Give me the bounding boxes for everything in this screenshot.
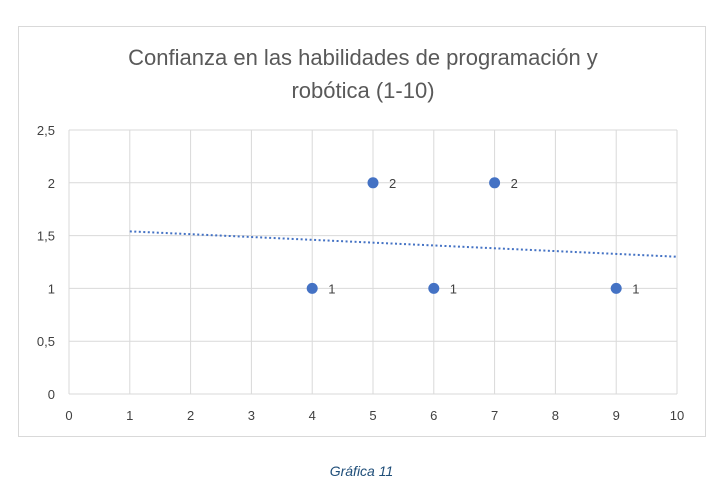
- axis-tick-labels: 0 1 2 3 4 5 6 7 8 9 10 0 0,5 1 1,5 2 2,5: [37, 123, 684, 423]
- scatter-chart: Confianza en las habilidades de programa…: [37, 45, 684, 423]
- y-tick-label: 1,5: [37, 229, 55, 244]
- data-label: 1: [632, 281, 639, 296]
- data-point: [428, 282, 440, 294]
- gridlines: [68, 129, 678, 395]
- y-tick-label: 0: [48, 387, 55, 402]
- data-point: [610, 282, 622, 294]
- x-tick-label: 3: [248, 408, 255, 423]
- data-label: 2: [511, 176, 518, 191]
- data-point: [489, 177, 501, 189]
- y-tick-label: 2: [48, 176, 55, 191]
- y-tick-label: 2,5: [37, 123, 55, 138]
- data-point: [306, 282, 318, 294]
- data-points: 1 2 1 2 1: [306, 176, 639, 296]
- x-tick-label: 6: [430, 408, 437, 423]
- chart-area: Confianza en las habilidades de programa…: [18, 26, 706, 437]
- x-tick-label: 7: [491, 408, 498, 423]
- x-tick-label: 2: [187, 408, 194, 423]
- data-point: [367, 177, 379, 189]
- x-tick-label: 5: [369, 408, 376, 423]
- x-tick-label: 10: [670, 408, 684, 423]
- chart-title-line-1: Confianza en las habilidades de programa…: [128, 45, 598, 70]
- x-tick-label: 1: [126, 408, 133, 423]
- chart-title-line-2: robótica (1-10): [291, 78, 434, 103]
- x-tick-label: 4: [309, 408, 316, 423]
- data-label: 2: [389, 176, 396, 191]
- x-tick-label: 0: [65, 408, 72, 423]
- data-label: 1: [328, 281, 335, 296]
- data-label: 1: [450, 281, 457, 296]
- trendline: [129, 230, 678, 258]
- figure-caption: Gráfica 11: [329, 463, 394, 479]
- y-tick-label: 0,5: [37, 334, 55, 349]
- y-tick-label: 1: [48, 281, 55, 296]
- x-tick-label: 9: [613, 408, 620, 423]
- x-tick-label: 8: [552, 408, 559, 423]
- trendline-layer: [129, 230, 678, 258]
